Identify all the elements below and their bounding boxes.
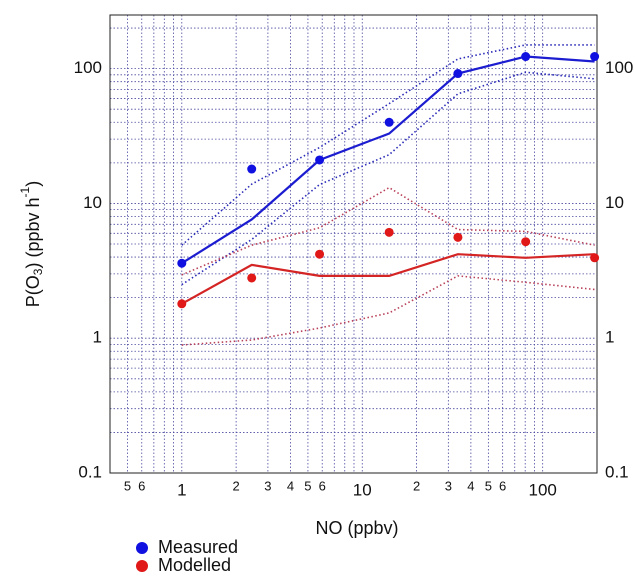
y-label-part: ) xyxy=(23,181,43,187)
data-point xyxy=(315,249,325,259)
x-tick-label: 5 xyxy=(304,478,311,493)
plot-frame xyxy=(109,14,598,474)
x-tick-label: 6 xyxy=(499,478,506,493)
data-point xyxy=(384,117,394,127)
x-tick-label: 5 xyxy=(124,478,131,493)
data-point xyxy=(177,258,187,268)
data-point xyxy=(177,299,187,309)
y-tick-label: 1 xyxy=(93,328,102,347)
x-tick-label: 2 xyxy=(413,478,420,493)
data-point xyxy=(315,155,325,165)
series-line xyxy=(181,253,595,305)
y-tick-label-right: 1 xyxy=(605,328,614,347)
x-tick-label: 10 xyxy=(353,480,372,499)
data-point xyxy=(590,253,600,263)
y-tick-label-right: 0.1 xyxy=(605,462,629,481)
data-point xyxy=(247,164,257,174)
x-tick-label: 6 xyxy=(138,478,145,493)
data-point xyxy=(590,52,600,62)
x-tick-label: 1 xyxy=(177,480,186,499)
y-axis-label: P(O3) (ppbv h-1) xyxy=(18,181,45,307)
y-tick-label: 100 xyxy=(74,58,102,77)
legend-label: Modelled xyxy=(158,555,231,573)
data-point xyxy=(521,237,531,247)
y-label-sup: -1 xyxy=(18,186,32,197)
legend-marker xyxy=(136,560,148,572)
x-tick-label: 6 xyxy=(319,478,326,493)
x-tick-label: 3 xyxy=(264,478,271,493)
data-point xyxy=(453,69,463,79)
x-tick-label: 100 xyxy=(528,480,556,499)
series-line xyxy=(181,44,595,246)
series-line xyxy=(181,275,595,346)
y-label-sub: 3 xyxy=(31,268,45,275)
data-point xyxy=(384,227,394,237)
legend-marker xyxy=(136,542,148,554)
x-tick-label: 2 xyxy=(233,478,240,493)
x-tick-label: 4 xyxy=(287,478,294,493)
y-tick-label: 10 xyxy=(83,193,102,212)
y-label-part: ) (ppbv h xyxy=(23,197,43,268)
x-tick-label: 3 xyxy=(445,478,452,493)
data-point xyxy=(247,273,257,283)
x-tick-label: 5 xyxy=(485,478,492,493)
y-tick-label: 0.1 xyxy=(78,462,102,481)
x-tick-label: 4 xyxy=(467,478,474,493)
y-tick-label-right: 100 xyxy=(605,58,633,77)
series-line xyxy=(181,71,595,286)
legend-label: Measured xyxy=(158,537,238,557)
y-tick-label-right: 10 xyxy=(605,193,624,212)
data-point xyxy=(453,232,463,242)
y-label-part: P(O xyxy=(23,275,43,307)
data-point xyxy=(521,52,531,62)
x-axis-label: NO (ppbv) xyxy=(315,518,398,538)
